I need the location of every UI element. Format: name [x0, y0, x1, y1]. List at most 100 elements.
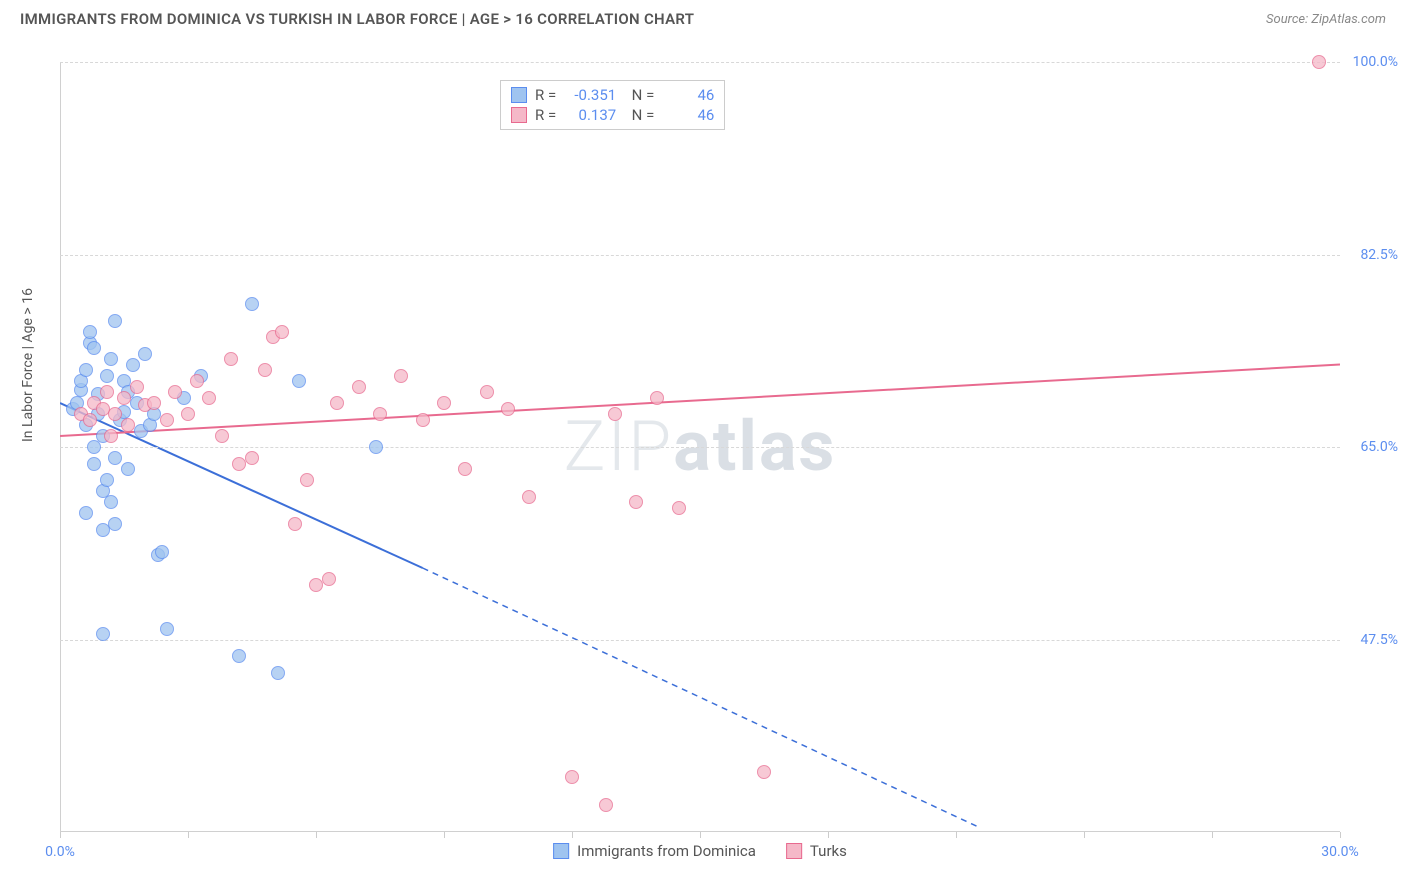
data-point [245, 451, 259, 465]
x-tick [700, 832, 701, 838]
n-value: 46 [662, 106, 714, 124]
x-tick [188, 832, 189, 838]
data-point [104, 429, 118, 443]
trend-line-dashed [423, 568, 978, 827]
legend-swatch [786, 843, 802, 859]
data-point [79, 363, 93, 377]
legend-label: Immigrants from Dominica [577, 842, 756, 860]
y-tick-label: 47.5% [1360, 632, 1398, 648]
data-point [215, 429, 229, 443]
data-point [608, 407, 622, 421]
x-tick [60, 832, 61, 838]
y-tick-label: 82.5% [1360, 247, 1398, 263]
data-point [87, 341, 101, 355]
correlation-legend-row: R =0.137 N =46 [511, 105, 714, 125]
correlation-legend: R =-0.351 N =46R =0.137 N =46 [500, 80, 725, 130]
x-label-max: 30.0% [1321, 844, 1359, 860]
grid-line [60, 255, 1340, 256]
x-tick [1084, 832, 1085, 838]
data-point [757, 765, 771, 779]
data-point [147, 396, 161, 410]
data-point [458, 462, 472, 476]
legend-swatch [511, 107, 527, 123]
x-tick [444, 832, 445, 838]
trend-line-solid [60, 403, 423, 568]
data-point [104, 495, 118, 509]
r-label: R = [535, 86, 556, 104]
data-point [138, 347, 152, 361]
legend-item: Turks [786, 842, 847, 860]
data-point [352, 380, 366, 394]
data-point [300, 473, 314, 487]
data-point [292, 374, 306, 388]
data-point [394, 369, 408, 383]
data-point [108, 314, 122, 328]
data-point [104, 352, 118, 366]
grid-line [60, 447, 1340, 448]
n-value: 46 [662, 86, 714, 104]
legend-swatch [511, 87, 527, 103]
source-attribution: Source: ZipAtlas.com [1266, 12, 1386, 27]
data-point [1312, 55, 1326, 69]
data-point [369, 440, 383, 454]
data-point [121, 418, 135, 432]
title-bar: IMMIGRANTS FROM DOMINICA VS TURKISH IN L… [0, 0, 1406, 33]
data-point [108, 451, 122, 465]
data-point [672, 501, 686, 515]
x-tick [572, 832, 573, 838]
data-point [522, 490, 536, 504]
data-point [232, 649, 246, 663]
legend-label: Turks [810, 842, 847, 860]
data-point [108, 517, 122, 531]
data-point [480, 385, 494, 399]
grid-line [60, 640, 1340, 641]
data-point [245, 297, 259, 311]
data-point [565, 770, 579, 784]
chart-title: IMMIGRANTS FROM DOMINICA VS TURKISH IN L… [20, 10, 694, 28]
data-point [224, 352, 238, 366]
data-point [190, 374, 204, 388]
data-point [121, 462, 135, 476]
data-point [629, 495, 643, 509]
trend-line-solid [60, 365, 1340, 437]
data-point [100, 369, 114, 383]
plot-area: ZIPatlas R =-0.351 N =46R =0.137 N =46 I… [60, 62, 1340, 832]
data-point [168, 385, 182, 399]
data-point [126, 358, 140, 372]
x-tick [316, 832, 317, 838]
data-point [288, 517, 302, 531]
data-point [160, 413, 174, 427]
x-label-min: 0.0% [45, 844, 75, 860]
data-point [130, 380, 144, 394]
data-point [416, 413, 430, 427]
data-point [275, 325, 289, 339]
n-label: N = [624, 86, 654, 104]
data-point [155, 545, 169, 559]
data-point [202, 391, 216, 405]
n-label: N = [624, 106, 654, 124]
data-point [100, 385, 114, 399]
data-point [501, 402, 515, 416]
data-point [322, 572, 336, 586]
data-point [330, 396, 344, 410]
x-tick [956, 832, 957, 838]
x-tick [828, 832, 829, 838]
chart-container: In Labor Force | Age > 16 ZIPatlas R =-0… [30, 42, 1390, 872]
data-point [83, 325, 97, 339]
data-point [258, 363, 272, 377]
x-tick [1212, 832, 1213, 838]
series-legend: Immigrants from Dominica Turks [553, 842, 847, 860]
data-point [96, 627, 110, 641]
data-point [437, 396, 451, 410]
y-axis-label: In Labor Force | Age > 16 [20, 288, 36, 442]
data-point [83, 413, 97, 427]
r-value: 0.137 [564, 106, 616, 124]
r-value: -0.351 [564, 86, 616, 104]
data-point [117, 391, 131, 405]
data-point [79, 506, 93, 520]
data-point [160, 622, 174, 636]
data-point [108, 407, 122, 421]
legend-item: Immigrants from Dominica [553, 842, 756, 860]
x-tick [1340, 832, 1341, 838]
data-point [100, 473, 114, 487]
